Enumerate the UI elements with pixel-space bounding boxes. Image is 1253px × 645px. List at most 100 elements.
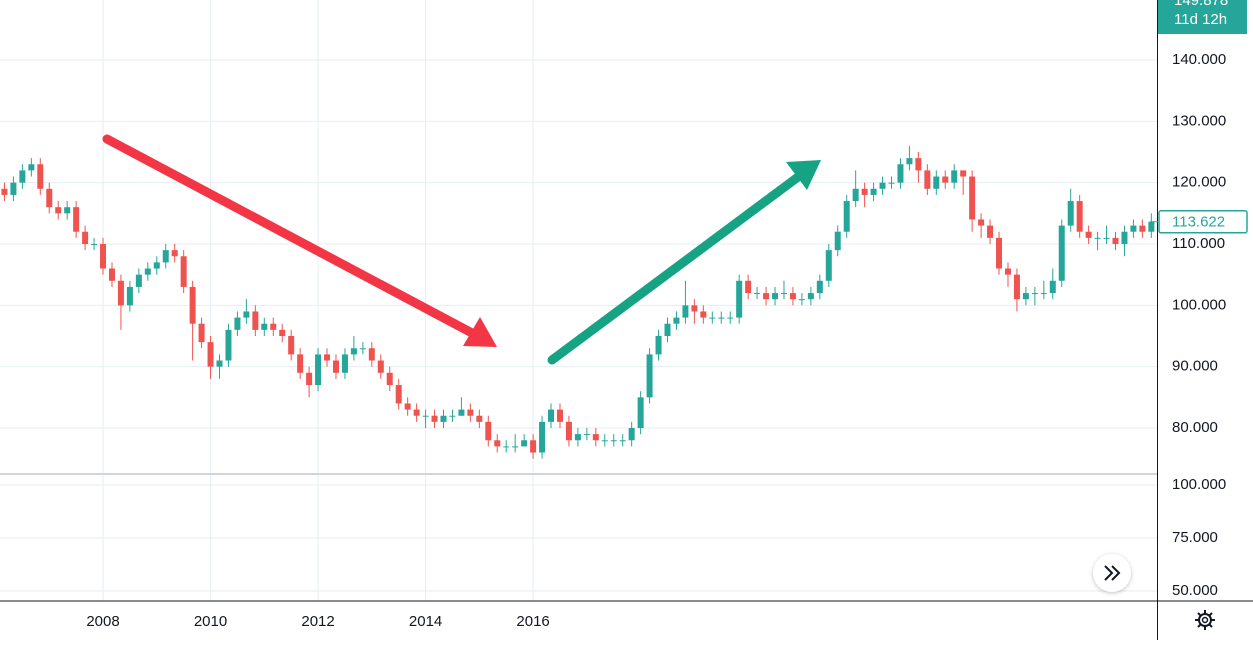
- candle-body: [332, 360, 339, 373]
- candle-body: [315, 354, 322, 386]
- candle-body: [539, 421, 546, 453]
- candle-body: [261, 323, 268, 330]
- candle-body: [1121, 231, 1128, 244]
- candle-body: [46, 188, 53, 208]
- y-tick-label: 50.000: [1172, 582, 1218, 599]
- top-badge: [1158, 0, 1247, 34]
- candle-body: [458, 409, 465, 416]
- candle-body: [494, 440, 501, 447]
- candle-body: [601, 440, 608, 442]
- candle-body: [933, 176, 940, 189]
- y-tick-label: 75.000: [1172, 529, 1218, 546]
- candle-body: [153, 262, 160, 269]
- candle-body: [879, 182, 886, 189]
- grid: [0, 0, 1157, 601]
- candle-body: [727, 317, 734, 319]
- candle-body: [440, 415, 447, 422]
- candle-body: [924, 170, 931, 189]
- candle-body: [870, 188, 877, 195]
- candle-body: [189, 286, 196, 324]
- candle-body: [969, 176, 976, 220]
- candle-body: [951, 170, 958, 183]
- candle-body: [180, 256, 187, 287]
- settings-gear[interactable]: [1195, 610, 1215, 630]
- candle-body: [1085, 231, 1092, 238]
- candle-body: [521, 440, 528, 447]
- candle-body: [100, 243, 107, 269]
- candle-body: [225, 329, 232, 361]
- candle-body: [843, 201, 850, 232]
- candle-body: [1022, 293, 1029, 300]
- candle-body: [978, 219, 985, 226]
- candle-body: [288, 335, 295, 355]
- y-tick-label: 120.000: [1172, 174, 1226, 191]
- candle-body: [736, 280, 743, 318]
- candle-body: [1049, 280, 1056, 294]
- candle-body: [28, 164, 35, 171]
- y-tick-label: 110.000: [1172, 235, 1225, 252]
- candle-body: [789, 293, 796, 300]
- candle-body: [64, 207, 71, 214]
- candle-body: [987, 225, 994, 238]
- candle-body: [422, 415, 429, 417]
- candle-body: [664, 323, 671, 336]
- candle-body: [763, 293, 770, 300]
- candle-body: [691, 305, 698, 312]
- y-tick-label: 100.000: [1172, 476, 1226, 493]
- candle-body: [135, 274, 142, 287]
- candle-body: [1031, 293, 1038, 295]
- candle-body: [628, 427, 635, 441]
- top-badge-countdown: 11d 12h: [1174, 11, 1227, 28]
- y-tick-label: 140.000: [1172, 51, 1226, 68]
- candle-body: [834, 231, 841, 251]
- candle-body: [395, 385, 402, 404]
- candle-body: [583, 434, 590, 436]
- candle-body: [574, 434, 581, 441]
- candle-body: [350, 348, 357, 355]
- candle-body: [1148, 221, 1155, 232]
- candles: [1, 145, 1155, 459]
- candle-body: [512, 446, 519, 448]
- candle-body: [162, 250, 169, 263]
- candle-body: [297, 354, 304, 373]
- candle-body: [619, 440, 626, 442]
- candle-body: [503, 446, 510, 448]
- candle-body: [117, 280, 124, 306]
- candle-body: [243, 311, 250, 318]
- candle-body: [485, 421, 492, 441]
- candle-body: [467, 409, 474, 416]
- scroll-button[interactable]: [1093, 554, 1131, 592]
- candle-body: [108, 268, 115, 281]
- candle-body: [19, 170, 26, 183]
- candle-body: [368, 348, 375, 361]
- candle-body: [1004, 268, 1011, 275]
- last-price-label: 113.622: [1172, 214, 1225, 231]
- candle-body: [73, 207, 80, 232]
- candle-body: [807, 293, 814, 300]
- candle-body: [1130, 225, 1137, 232]
- candle-body: [1, 188, 8, 195]
- candle-body: [646, 354, 653, 398]
- candle-body: [270, 323, 277, 330]
- candle-body: [377, 360, 384, 373]
- candle-body: [861, 188, 868, 195]
- candle-body: [252, 311, 259, 330]
- candle-body: [171, 250, 178, 257]
- candle-body: [897, 164, 904, 183]
- candle-body: [10, 182, 17, 195]
- y-tick-label: 100.000: [1172, 296, 1226, 313]
- candle-body: [207, 342, 214, 367]
- candle-body: [960, 170, 967, 177]
- candle-body: [610, 440, 617, 442]
- x-tick-label: 2016: [516, 613, 549, 630]
- candle-body: [306, 372, 313, 386]
- candle-body: [144, 268, 151, 275]
- y-tick-label: 130.000: [1172, 112, 1226, 129]
- candle-body: [234, 317, 241, 330]
- candle-body: [718, 317, 725, 319]
- candle-body: [1067, 201, 1074, 226]
- last-price-badge: [1158, 210, 1248, 234]
- candle-body: [82, 231, 89, 244]
- candle-body: [530, 440, 537, 453]
- y-tick-label: 90.000: [1172, 358, 1218, 375]
